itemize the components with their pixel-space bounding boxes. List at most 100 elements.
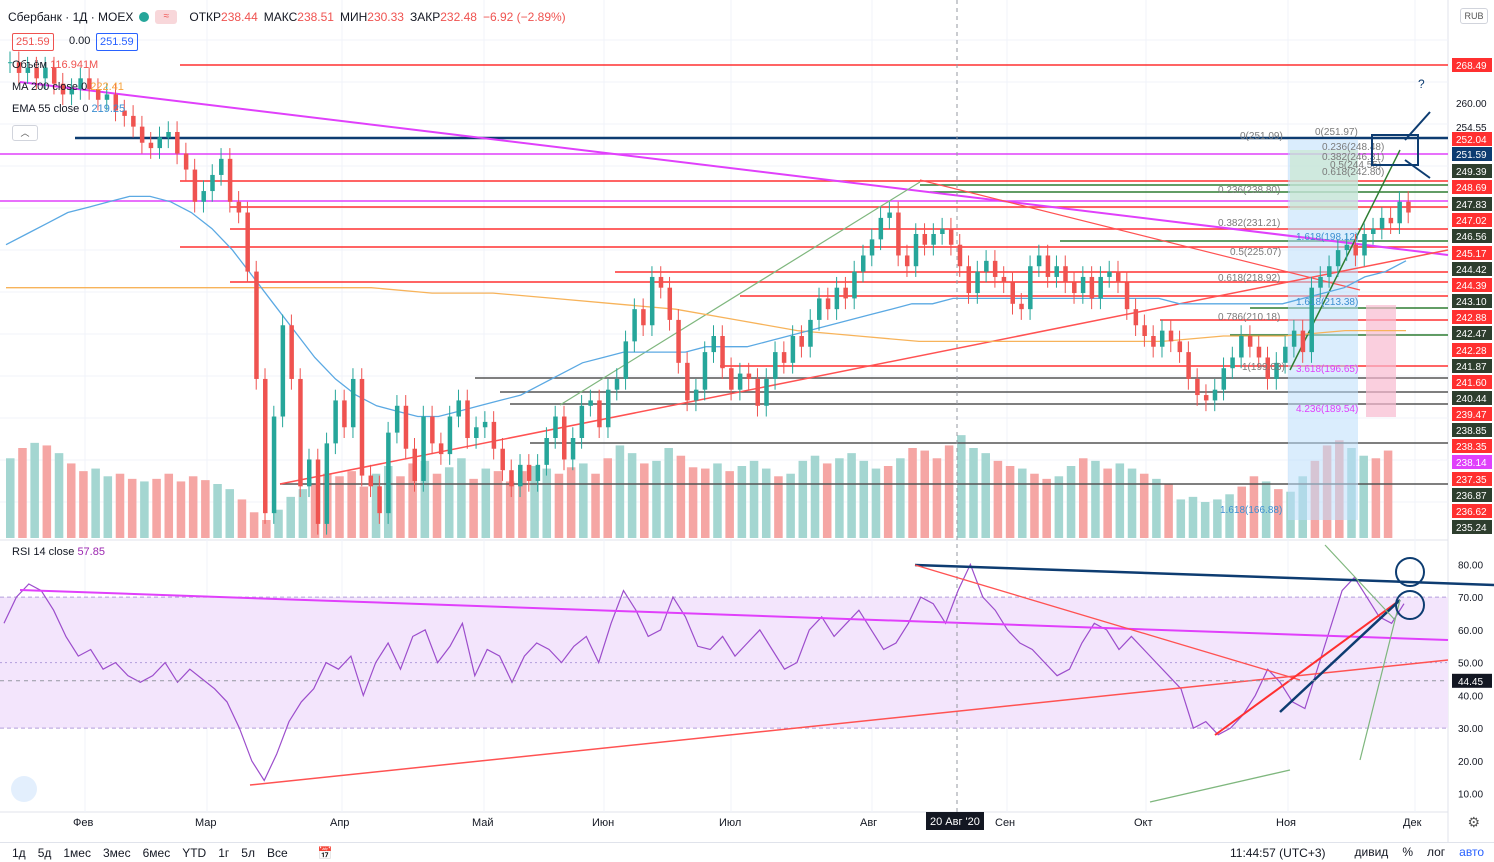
candle-body (948, 228, 954, 245)
ema-label: EMA 55 close 0 (12, 103, 89, 115)
volume-bar (152, 478, 161, 538)
candle-body (157, 137, 162, 149)
time-tick: Авг (860, 817, 877, 829)
candle-body (368, 475, 374, 487)
price-label-bg (1452, 262, 1492, 276)
volume-bar (1237, 486, 1247, 538)
time-tick: Ноя (1276, 817, 1296, 829)
candle-body (1203, 395, 1209, 401)
volume-bar (493, 471, 503, 538)
volume-legend[interactable]: Объём 116.941M (12, 59, 98, 71)
ma-value: 222.41 (90, 81, 124, 93)
open-label: ОТКР (189, 10, 222, 24)
trend-line-0 (19, 81, 1449, 256)
timeframe-7[interactable]: 5л (241, 845, 255, 860)
ma-legend[interactable]: MA 200 close 0 222.41 (12, 81, 124, 93)
timeframe-5[interactable]: YTD (182, 845, 207, 860)
candle-body (122, 110, 127, 116)
volume-bar (530, 466, 539, 538)
candle-body (702, 352, 708, 390)
volume-bar (30, 442, 39, 538)
volume-bar (859, 460, 869, 538)
spread-value: 0.00 (69, 35, 91, 47)
candle-body (799, 336, 804, 347)
timeframe-1[interactable]: 5д (37, 845, 52, 860)
close-value: 232.48 (440, 10, 477, 24)
candle-body (78, 78, 83, 90)
candle-body (43, 67, 48, 79)
volume-bar (737, 466, 747, 538)
scale-option-0[interactable]: дивид (1354, 845, 1389, 859)
time-tick: Фев (73, 817, 93, 829)
rsi-label: RSI 14 close (12, 546, 75, 558)
timeframe-4[interactable]: 6мес (142, 845, 171, 860)
settings-gear-icon[interactable]: ⚙ (1467, 814, 1480, 830)
fib-label: 0.618(242.80) (1322, 167, 1384, 178)
candle-body (966, 266, 972, 294)
volume-bar (944, 445, 954, 538)
ema-legend[interactable]: EMA 55 close 0 219.25 (12, 103, 125, 115)
candle-body (834, 287, 840, 310)
rsi-tick: 60.00 (1458, 626, 1483, 637)
volume-bar (237, 499, 247, 538)
candle-body (430, 416, 435, 444)
timeframe-8[interactable]: Все (266, 845, 288, 860)
calendar-icon[interactable]: 📅 (317, 845, 333, 860)
time-tick: Мар (195, 817, 217, 829)
collapse-legend-button[interactable]: ︿ (12, 125, 38, 141)
timeframe-3[interactable]: 3мес (102, 845, 131, 860)
timeframe-0[interactable]: 1д (12, 845, 26, 860)
price-label-bg (1452, 407, 1492, 421)
ema-value: 219.25 (91, 103, 126, 115)
scale-option-3[interactable]: авто (1459, 845, 1484, 859)
volume-bar (481, 468, 491, 538)
clock-time[interactable]: 11:44:57 (UTC+3) (1230, 845, 1326, 860)
candle-body (1142, 325, 1147, 336)
rsi-trend-line-7 (1324, 544, 1396, 621)
price-tick: 251.59 (1456, 150, 1487, 161)
timeframe-6[interactable]: 1г (218, 845, 230, 860)
symbol-title[interactable]: Сбербанк · 1Д · MOEX (8, 10, 134, 24)
candle-body (1098, 276, 1103, 299)
volume-bar (871, 468, 881, 538)
tradingview-logo-icon[interactable] (11, 776, 37, 802)
candle-body (1054, 266, 1059, 277)
candle-body (518, 464, 523, 487)
volume-bar (701, 468, 710, 538)
currency-button[interactable]: RUB (1460, 8, 1488, 24)
candle-body (562, 416, 567, 460)
scale-option-1[interactable]: % (1402, 845, 1413, 859)
rsi-trend-line-3 (914, 564, 1301, 681)
candle-body (500, 448, 505, 471)
candle-body (940, 228, 945, 234)
timeframe-2[interactable]: 1мес (63, 845, 91, 860)
volume-bar (79, 471, 88, 538)
volume-bar (835, 458, 844, 538)
candle-body (825, 298, 831, 310)
candle-body (438, 443, 444, 455)
candle-body (1309, 287, 1314, 353)
price-tick: 236.87 (1456, 491, 1487, 502)
candle-body (535, 464, 541, 481)
candle-body (183, 153, 189, 170)
ask-price[interactable]: 251.59 (96, 33, 138, 51)
candle-body (992, 260, 998, 277)
candle-body (667, 287, 673, 320)
candle-body (192, 169, 198, 202)
volume-bar (518, 471, 527, 538)
volume-bar (1200, 502, 1210, 538)
candle-body (315, 459, 321, 524)
rsi-legend[interactable]: RSI 14 close 57.85 (12, 546, 105, 558)
bid-price[interactable]: 251.59 (12, 33, 54, 51)
volume-bar (420, 460, 430, 538)
volume-bar (1018, 468, 1027, 538)
candle-body (526, 464, 532, 481)
price-tick: 254.55 (1456, 123, 1487, 134)
volume-bar (603, 458, 612, 538)
candle-body (843, 287, 848, 299)
price-tick: 242.47 (1456, 329, 1487, 340)
candle-body (1335, 250, 1341, 267)
scale-option-2[interactable]: лог (1426, 845, 1446, 859)
price-label-bg (1452, 294, 1492, 308)
